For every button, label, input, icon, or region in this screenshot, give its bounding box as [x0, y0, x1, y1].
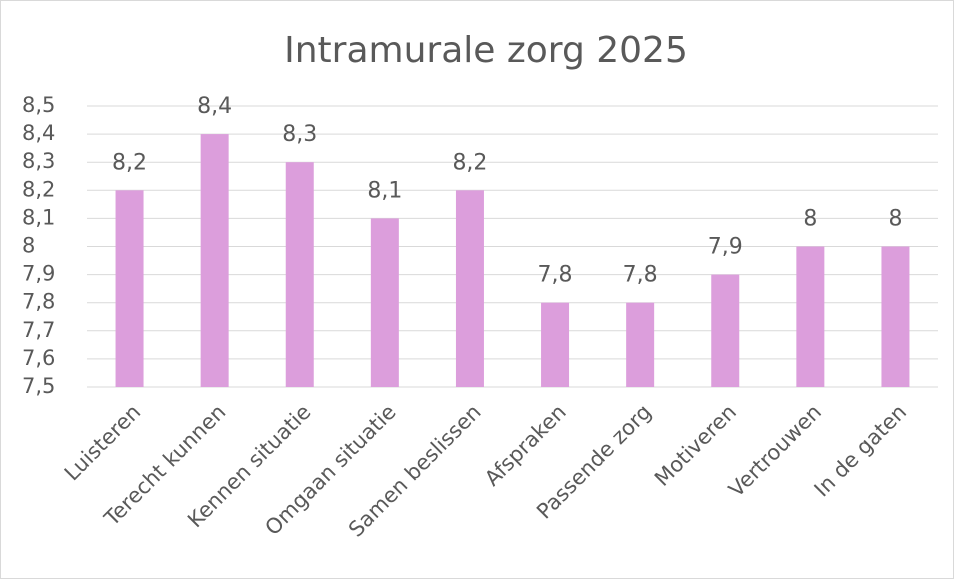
- y-tick-label: 8: [22, 234, 35, 258]
- y-tick-label: 8,5: [22, 93, 55, 117]
- value-label: 8,3: [282, 122, 317, 147]
- value-label: 8,2: [452, 150, 487, 175]
- y-tick-label: 7,5: [22, 374, 55, 398]
- bar: [285, 162, 314, 387]
- bar: [455, 190, 484, 387]
- bar: [115, 190, 144, 387]
- bar: [200, 134, 229, 387]
- value-label: 8: [888, 207, 902, 232]
- y-tick-label: 8,2: [22, 177, 55, 201]
- value-label: 7,8: [538, 263, 573, 288]
- y-tick-label: 8,1: [22, 205, 55, 229]
- y-tick-label: 7,9: [22, 262, 55, 286]
- bar: [881, 246, 910, 387]
- chart-title: Intramurale zorg 2025: [284, 30, 688, 71]
- y-tick-label: 8,4: [22, 121, 55, 145]
- value-label: 8,4: [197, 94, 232, 119]
- bar: [626, 302, 655, 387]
- bar: [711, 274, 740, 387]
- y-tick-label: 7,6: [22, 346, 55, 370]
- y-tick-label: 7,7: [22, 318, 55, 342]
- bar: [370, 218, 399, 387]
- value-label: 7,9: [708, 235, 743, 260]
- value-label: 8,1: [367, 178, 402, 203]
- y-tick-label: 7,8: [22, 290, 55, 314]
- value-label: 8,2: [112, 150, 147, 175]
- value-label: 8: [803, 207, 817, 232]
- y-tick-label: 8,3: [22, 149, 55, 173]
- bar: [796, 246, 825, 387]
- value-label: 7,8: [623, 263, 658, 288]
- bar: [541, 302, 570, 387]
